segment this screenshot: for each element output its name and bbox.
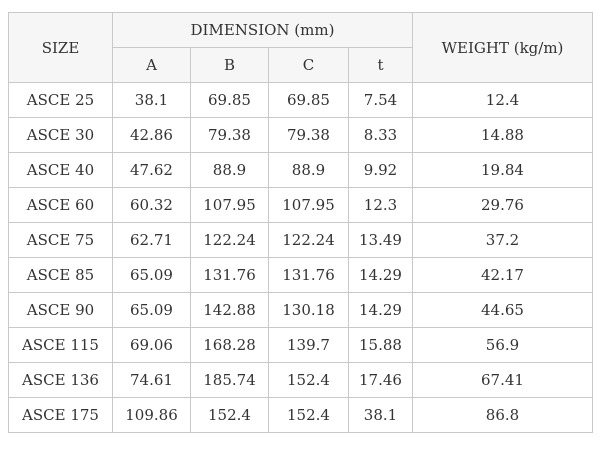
cell-dim-a: 74.61 — [112, 362, 191, 398]
cell-weight: 42.17 — [412, 257, 593, 293]
table-row: ASCE 40 47.62 88.9 88.9 9.92 19.84 — [8, 152, 593, 188]
table-row: ASCE 60 60.32 107.95 107.95 12.3 29.76 — [8, 187, 593, 223]
cell-size: ASCE 85 — [8, 257, 113, 293]
cell-dim-a: 38.1 — [112, 82, 191, 118]
cell-dim-c: 139.7 — [268, 327, 349, 363]
header-dim-c: C — [268, 47, 349, 83]
cell-size: ASCE 175 — [8, 397, 113, 433]
cell-dim-c: 152.4 — [268, 362, 349, 398]
cell-dim-a: 109.86 — [112, 397, 191, 433]
cell-size: ASCE 25 — [8, 82, 113, 118]
cell-dim-t: 9.92 — [348, 152, 413, 188]
cell-dim-a: 62.71 — [112, 222, 191, 258]
cell-dim-b: 107.95 — [190, 187, 269, 223]
cell-dim-c: 131.76 — [268, 257, 349, 293]
cell-weight: 29.76 — [412, 187, 593, 223]
cell-size: ASCE 75 — [8, 222, 113, 258]
rail-dimension-table: SIZE DIMENSION (mm) WEIGHT (kg/m) A B C … — [8, 12, 593, 433]
header-size: SIZE — [8, 12, 113, 83]
cell-dim-c: 69.85 — [268, 82, 349, 118]
table-row: ASCE 30 42.86 79.38 79.38 8.33 14.88 — [8, 117, 593, 153]
cell-dim-c: 79.38 — [268, 117, 349, 153]
header-row-dimensions: A B C t — [9, 47, 593, 83]
cell-dim-b: 131.76 — [190, 257, 269, 293]
cell-size: ASCE 136 — [8, 362, 113, 398]
cell-dim-t: 14.29 — [348, 257, 413, 293]
cell-weight: 86.8 — [412, 397, 593, 433]
cell-dim-c: 122.24 — [268, 222, 349, 258]
cell-weight: 56.9 — [412, 327, 593, 363]
header-weight: WEIGHT (kg/m) — [412, 12, 593, 83]
table-row: ASCE 136 74.61 185.74 152.4 17.46 67.41 — [8, 362, 593, 398]
cell-dim-c: 88.9 — [268, 152, 349, 188]
header-row-group: SIZE DIMENSION (mm) WEIGHT (kg/m) — [8, 12, 593, 83]
table-row: ASCE 25 38.1 69.85 69.85 7.54 12.4 — [8, 82, 593, 118]
cell-weight: 14.88 — [412, 117, 593, 153]
cell-dim-b: 122.24 — [190, 222, 269, 258]
cell-dim-c: 130.18 — [268, 292, 349, 328]
cell-size: ASCE 60 — [8, 187, 113, 223]
cell-dim-b: 69.85 — [190, 82, 269, 118]
table-row: ASCE 75 62.71 122.24 122.24 13.49 37.2 — [8, 222, 593, 258]
table-row: ASCE 115 69.06 168.28 139.7 15.88 56.9 — [8, 327, 593, 363]
cell-dim-a: 42.86 — [112, 117, 191, 153]
cell-dim-a: 60.32 — [112, 187, 191, 223]
table-row: ASCE 85 65.09 131.76 131.76 14.29 42.17 — [8, 257, 593, 293]
cell-dim-t: 15.88 — [348, 327, 413, 363]
cell-dim-t: 17.46 — [348, 362, 413, 398]
header-dim-b: B — [190, 47, 269, 83]
table-row: ASCE 90 65.09 142.88 130.18 14.29 44.65 — [8, 292, 593, 328]
cell-dim-b: 168.28 — [190, 327, 269, 363]
table-row: ASCE 175 109.86 152.4 152.4 38.1 86.8 — [8, 397, 593, 433]
cell-dim-t: 38.1 — [348, 397, 413, 433]
cell-dim-t: 12.3 — [348, 187, 413, 223]
header-dim-t: t — [348, 47, 413, 83]
cell-dim-t: 14.29 — [348, 292, 413, 328]
header-dimension-group: DIMENSION (mm) — [112, 12, 413, 48]
cell-dim-t: 13.49 — [348, 222, 413, 258]
cell-weight: 37.2 — [412, 222, 593, 258]
cell-dim-b: 152.4 — [190, 397, 269, 433]
cell-dim-a: 47.62 — [112, 152, 191, 188]
cell-size: ASCE 30 — [8, 117, 113, 153]
cell-dim-c: 107.95 — [268, 187, 349, 223]
cell-dim-b: 79.38 — [190, 117, 269, 153]
cell-size: ASCE 40 — [8, 152, 113, 188]
cell-weight: 44.65 — [412, 292, 593, 328]
cell-dim-a: 65.09 — [112, 292, 191, 328]
cell-size: ASCE 90 — [8, 292, 113, 328]
header-dim-a: A — [112, 47, 191, 83]
cell-dim-t: 7.54 — [348, 82, 413, 118]
cell-dim-a: 65.09 — [112, 257, 191, 293]
cell-dim-b: 142.88 — [190, 292, 269, 328]
cell-weight: 12.4 — [412, 82, 593, 118]
cell-dim-b: 88.9 — [190, 152, 269, 188]
cell-weight: 67.41 — [412, 362, 593, 398]
table-body: ASCE 25 38.1 69.85 69.85 7.54 12.4 ASCE 30 42.8… — [8, 82, 593, 433]
cell-dim-a: 69.06 — [112, 327, 191, 363]
cell-dim-b: 185.74 — [190, 362, 269, 398]
cell-weight: 19.84 — [412, 152, 593, 188]
cell-size: ASCE 115 — [8, 327, 113, 363]
cell-dim-c: 152.4 — [268, 397, 349, 433]
cell-dim-t: 8.33 — [348, 117, 413, 153]
